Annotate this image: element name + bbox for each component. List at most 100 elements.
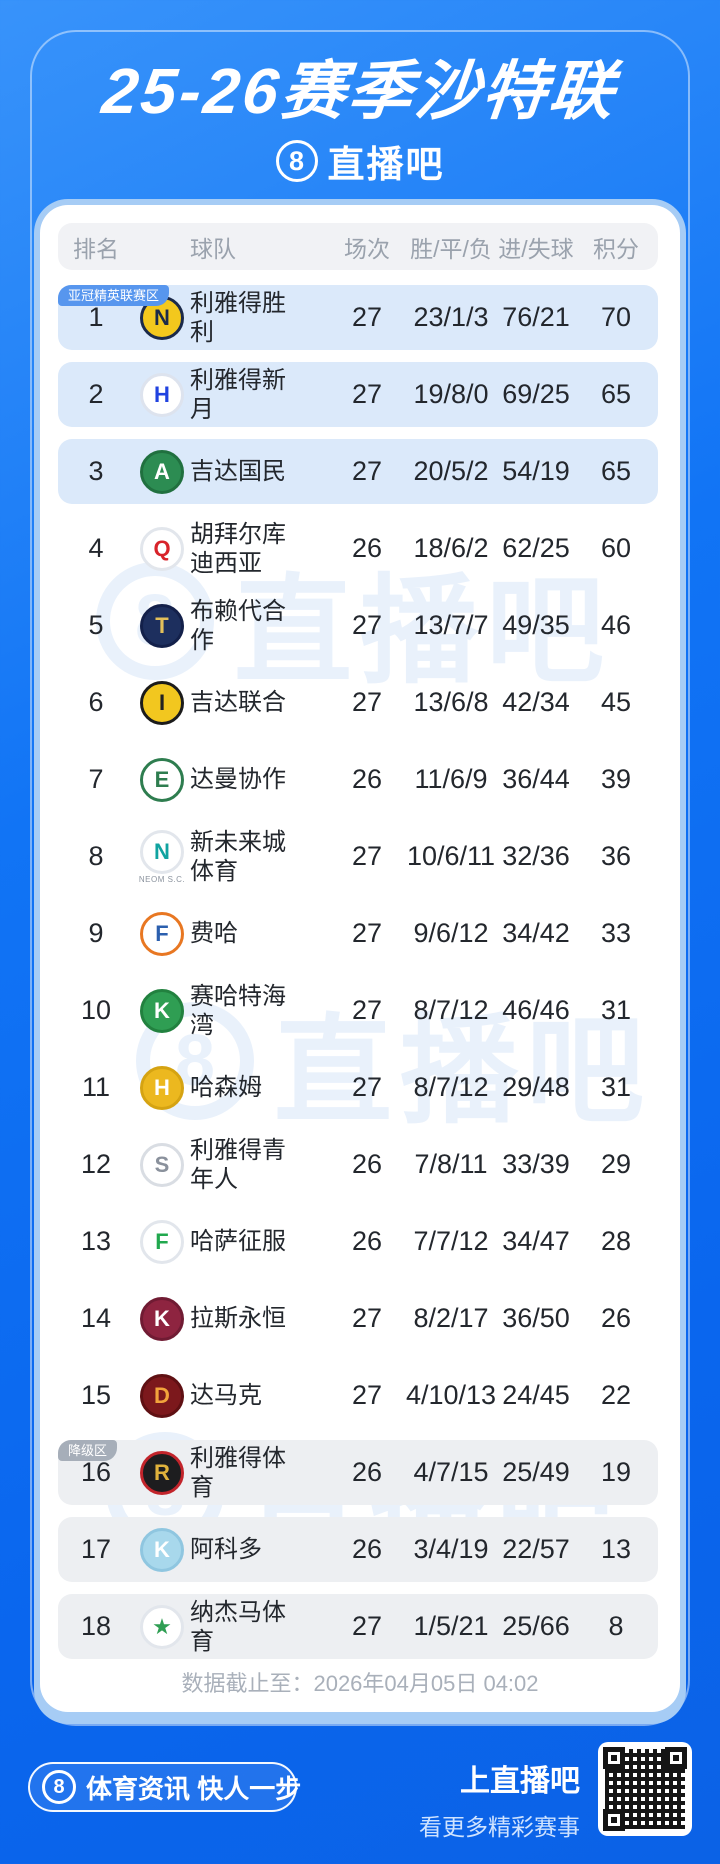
points-cell: 22	[600, 1380, 632, 1410]
goals-cell: 25/66	[502, 1611, 570, 1641]
team-logo-cell: A	[134, 449, 190, 494]
played-cell: 26	[351, 1457, 383, 1487]
team-logo-cell: Q	[134, 526, 190, 571]
footer-slogan-pill: 8 体育资讯 快人一步	[28, 1762, 301, 1812]
team-logo-cell: F	[134, 911, 190, 956]
played-cell: 26	[351, 533, 383, 563]
team-logo-icon: Q	[140, 526, 184, 571]
goals-cell: 42/34	[502, 687, 570, 717]
points-cell: 31	[600, 995, 632, 1025]
wdl-cell: 3/4/19	[413, 1534, 489, 1564]
played-cell: 26	[351, 1226, 383, 1256]
team-logo-icon: ★	[140, 1604, 184, 1649]
team-logo-icon: K	[140, 1527, 184, 1572]
rank-cell: 9	[88, 918, 104, 948]
goals-cell: 29/48	[502, 1072, 570, 1102]
wdl-cell: 8/2/17	[413, 1303, 489, 1333]
points-cell: 31	[600, 1072, 632, 1102]
goals-cell: 34/47	[502, 1226, 570, 1256]
rank-cell: 7	[88, 764, 104, 794]
zone-badge: 亚冠精英联赛区	[58, 285, 170, 306]
table-row: 4 Q 胡拜尔库迪西亚 26 18/6/2 62/25 60	[58, 516, 658, 581]
team-name: 达马克	[190, 1382, 262, 1409]
team-logo-cell: N	[134, 295, 190, 340]
footer-cta-title: 上直播吧	[460, 1765, 580, 1798]
goals-cell: 36/44	[502, 764, 570, 794]
team-logo-icon: F	[140, 1219, 184, 1264]
qr-finder-icon	[665, 1747, 687, 1769]
rank-cell: 5	[88, 610, 104, 640]
team-logo-icon: H	[140, 372, 184, 417]
brand-name: 直播吧	[327, 144, 445, 185]
rank-cell: 4	[88, 533, 104, 563]
played-cell: 27	[351, 302, 383, 332]
table-row: 降级区 16 R 利雅得体育 26 4/7/15 25/49 19	[58, 1440, 658, 1505]
played-cell: 26	[351, 1149, 383, 1179]
rank-cell: 10	[80, 995, 112, 1025]
points-cell: 26	[600, 1303, 632, 1333]
team-logo-cell: N NEOM S.C.	[134, 829, 190, 884]
team-name: 拉斯永恒	[190, 1305, 286, 1332]
team-logo-icon: K	[140, 988, 184, 1033]
table-row: 15 D 达马克 27 4/10/13 24/45 22	[58, 1363, 658, 1428]
team-logo-cell: T	[134, 603, 190, 648]
team-logo-icon: D	[140, 1373, 184, 1418]
table-header: 排名 球队 场次 胜/平/负 进/失球 积分	[58, 223, 658, 270]
team-name: 利雅得新月	[190, 366, 286, 423]
played-cell: 26	[351, 1534, 383, 1564]
team-logo-cell: ★	[134, 1604, 190, 1649]
table-row: 6 I 吉达联合 27 13/6/8 42/34 45	[58, 670, 658, 735]
rank-cell: 8	[88, 841, 104, 871]
points-cell: 39	[600, 764, 632, 794]
table-row: 7 E 达曼协作 26 11/6/9 36/44 39	[58, 747, 658, 812]
header-cell-goals: 进/失球	[498, 235, 574, 262]
wdl-cell: 4/7/15	[413, 1457, 489, 1487]
footer-slogan: 体育资讯 快人一步	[86, 1773, 302, 1804]
rank-cell: 16	[80, 1457, 112, 1487]
header-cell-wdl: 胜/平/负	[410, 235, 492, 262]
table-row: 亚冠精英联赛区 1 N 利雅得胜利 27 23/1/3 76/21 70	[58, 285, 658, 350]
team-logo-icon: H	[140, 1065, 184, 1110]
played-cell: 27	[351, 379, 383, 409]
points-cell: 45	[600, 687, 632, 717]
team-logo-cell: E	[134, 757, 190, 802]
wdl-cell: 10/6/11	[406, 841, 496, 871]
brand-8-icon: 8	[275, 140, 318, 182]
played-cell: 26	[351, 764, 383, 794]
table-row: 14 K 拉斯永恒 27 8/2/17 36/50 26	[58, 1286, 658, 1351]
team-name: 利雅得青年人	[190, 1136, 286, 1193]
played-cell: 27	[351, 1303, 383, 1333]
goals-cell: 36/50	[502, 1303, 570, 1333]
rank-cell: 15	[80, 1380, 112, 1410]
points-cell: 65	[600, 379, 632, 409]
rows-container: 亚冠精英联赛区 1 N 利雅得胜利 27 23/1/3 76/21 70 2 H 利雅得新月 27 19…	[58, 285, 658, 1659]
team-name: 吉达国民	[190, 458, 286, 485]
team-logo-icon: N	[140, 829, 184, 874]
goals-cell: 54/19	[502, 456, 570, 486]
wdl-cell: 11/6/9	[414, 764, 488, 794]
team-logo-icon: S	[140, 1142, 184, 1187]
team-logo-icon: K	[140, 1296, 184, 1341]
wdl-cell: 19/8/0	[413, 379, 489, 409]
team-name: 费哈	[190, 920, 238, 947]
points-cell: 28	[600, 1226, 632, 1256]
team-logo-cell: S	[134, 1142, 190, 1187]
header-cell-points: 积分	[593, 235, 639, 262]
team-logo-cell: K	[134, 1527, 190, 1572]
points-cell: 13	[600, 1534, 632, 1564]
team-name: 吉达联合	[190, 689, 286, 716]
points-cell: 70	[600, 302, 632, 332]
rank-cell: 18	[80, 1611, 112, 1641]
brand-logo: 8 直播吧	[0, 136, 720, 186]
table-row: 12 S 利雅得青年人 26 7/8/11 33/39 29	[58, 1132, 658, 1197]
page-title: 25-26赛季沙特联	[98, 55, 621, 127]
points-cell: 46	[600, 610, 632, 640]
wdl-cell: 8/7/12	[413, 995, 489, 1025]
rank-cell: 6	[88, 687, 104, 717]
played-cell: 27	[351, 918, 383, 948]
team-name: 阿科多	[190, 1536, 262, 1563]
team-logo-cell: K	[134, 1296, 190, 1341]
table-row: 5 T 布赖代合作 27 13/7/7 49/35 46	[58, 593, 658, 658]
rank-cell: 3	[88, 456, 104, 486]
